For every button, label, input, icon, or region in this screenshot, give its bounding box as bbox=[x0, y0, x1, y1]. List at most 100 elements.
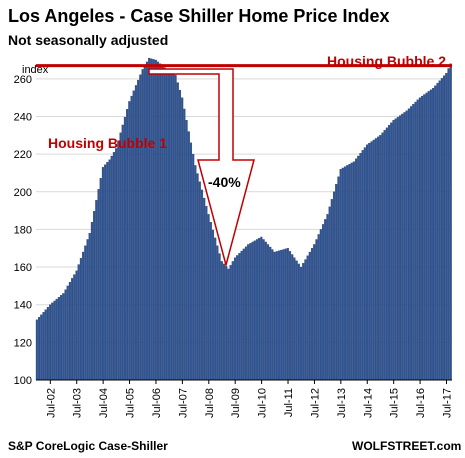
bar bbox=[370, 141, 373, 381]
bar bbox=[310, 248, 314, 381]
bar bbox=[90, 222, 93, 381]
bar bbox=[304, 259, 307, 381]
bar bbox=[432, 88, 435, 381]
bar bbox=[93, 211, 96, 381]
bar bbox=[315, 239, 318, 381]
bar bbox=[200, 189, 204, 381]
y-tick-label: 180 bbox=[14, 224, 32, 236]
bar bbox=[348, 164, 351, 381]
bar bbox=[242, 248, 245, 381]
bar bbox=[328, 206, 331, 381]
bar bbox=[229, 265, 232, 381]
x-tick-label: Jul-16 bbox=[415, 388, 427, 418]
bar bbox=[440, 78, 443, 381]
bar bbox=[233, 257, 237, 381]
x-tick-label: Jul-09 bbox=[230, 388, 242, 418]
bar bbox=[374, 138, 377, 381]
bar bbox=[117, 140, 120, 381]
y-tick-label: 260 bbox=[14, 74, 32, 86]
y-tick-label: 120 bbox=[14, 337, 32, 349]
bar bbox=[449, 63, 452, 381]
y-tick-label: 140 bbox=[14, 300, 32, 312]
bar bbox=[295, 260, 298, 381]
x-tick-label: Jul-04 bbox=[98, 388, 110, 418]
bar bbox=[119, 132, 122, 381]
bar bbox=[445, 73, 448, 381]
bar bbox=[339, 169, 342, 381]
bar bbox=[236, 255, 239, 381]
bar bbox=[286, 248, 289, 381]
bar bbox=[357, 155, 360, 381]
bar bbox=[207, 214, 210, 381]
bar bbox=[249, 243, 252, 381]
bar bbox=[139, 74, 142, 381]
bar bbox=[55, 298, 58, 381]
bar bbox=[106, 162, 109, 381]
bar bbox=[79, 258, 82, 381]
bar bbox=[152, 59, 155, 381]
bar bbox=[97, 189, 100, 381]
bar bbox=[421, 95, 424, 381]
bar bbox=[244, 246, 248, 381]
bar bbox=[183, 108, 186, 381]
bar bbox=[123, 116, 126, 381]
x-tick-label: Jul-14 bbox=[362, 388, 374, 418]
bar bbox=[399, 115, 402, 381]
bar bbox=[189, 142, 193, 381]
bar bbox=[319, 229, 322, 381]
bar bbox=[434, 85, 437, 381]
bar bbox=[355, 158, 358, 381]
bar bbox=[443, 75, 446, 381]
bar bbox=[372, 139, 375, 381]
bar bbox=[247, 244, 250, 381]
bar bbox=[154, 59, 157, 381]
x-tick-label: Jul-03 bbox=[72, 388, 84, 418]
bar bbox=[350, 162, 353, 381]
bar bbox=[297, 263, 300, 381]
bar bbox=[379, 135, 382, 381]
bar bbox=[423, 94, 426, 381]
bar bbox=[240, 250, 243, 381]
x-tick-label: Jul-06 bbox=[151, 388, 163, 418]
bar bbox=[198, 181, 201, 381]
bar bbox=[284, 248, 287, 381]
bar bbox=[185, 120, 188, 381]
bubble1-annotation: Housing Bubble 1 bbox=[48, 135, 167, 151]
bar bbox=[385, 127, 388, 381]
bar bbox=[447, 68, 450, 381]
bar bbox=[321, 224, 325, 381]
bar bbox=[163, 67, 166, 381]
bar bbox=[282, 249, 285, 381]
bar bbox=[209, 222, 212, 381]
bar bbox=[436, 83, 439, 381]
bar bbox=[377, 136, 380, 381]
bar bbox=[137, 79, 140, 381]
bar-series bbox=[35, 57, 452, 381]
x-tick-label: Jul-05 bbox=[125, 388, 137, 418]
bar bbox=[258, 238, 261, 381]
bar bbox=[326, 214, 329, 381]
bar bbox=[75, 270, 78, 381]
bar bbox=[148, 57, 151, 381]
chart-subtitle: Not seasonally adjusted bbox=[8, 32, 168, 48]
bar bbox=[306, 255, 309, 381]
bar bbox=[42, 312, 45, 381]
bar bbox=[225, 266, 228, 381]
bar bbox=[51, 302, 54, 381]
bar bbox=[251, 241, 254, 381]
bar bbox=[218, 253, 221, 381]
bar bbox=[429, 89, 432, 381]
x-tick-label: Jul-08 bbox=[204, 388, 216, 418]
bar bbox=[192, 153, 195, 381]
bar bbox=[381, 132, 384, 381]
bar bbox=[392, 120, 395, 381]
bar bbox=[394, 118, 397, 381]
bar bbox=[159, 63, 162, 381]
bar bbox=[176, 82, 179, 381]
bar bbox=[57, 297, 60, 381]
bar bbox=[388, 125, 391, 381]
bar bbox=[84, 245, 87, 381]
bar bbox=[366, 144, 369, 381]
bar bbox=[150, 58, 153, 381]
